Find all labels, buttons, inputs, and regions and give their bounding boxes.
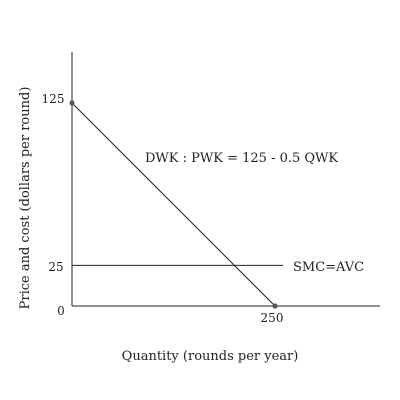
series-0-line (71, 102, 276, 307)
y-tick-label-125: 125 (42, 92, 65, 106)
y-tick-label-25: 25 (48, 260, 63, 274)
x-axis-title: Quantity (rounds per year) (122, 349, 299, 364)
series-0-point-0 (69, 100, 75, 106)
series-layer (69, 100, 284, 309)
y-axis-title: Price and cost (dollars per round) (18, 87, 33, 310)
x-tick-label-250: 250 (261, 311, 284, 325)
y-tick-label-0: 0 (57, 304, 65, 318)
demand-curve-label: DWK : PWK = 125 - 0.5 QWK (145, 151, 338, 166)
series-0-point-1 (272, 303, 278, 309)
smc-avc-label: SMC=AVC (293, 260, 364, 275)
